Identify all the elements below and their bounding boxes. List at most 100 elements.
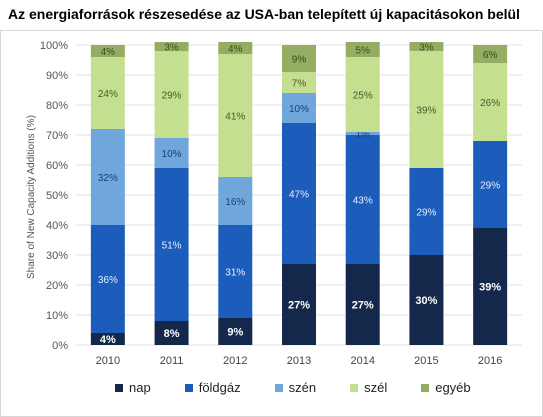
data-label: 30%: [415, 295, 437, 307]
data-label: 8%: [164, 328, 180, 340]
data-label: 47%: [289, 190, 309, 201]
bar-segment-földgáz: [218, 225, 253, 318]
bar-segment-földgáz: [282, 123, 316, 264]
data-label: 10%: [289, 104, 309, 115]
legend-item-egyéb: egyéb: [421, 380, 471, 395]
x-tick-label: 2016: [478, 355, 502, 367]
y-tick-label: 80%: [46, 100, 68, 112]
y-tick-label: 70%: [46, 130, 68, 142]
bar-segment-szél: [409, 51, 444, 168]
data-label: 10%: [162, 149, 182, 160]
data-label: 32%: [98, 173, 118, 184]
legend-swatch: [350, 383, 359, 392]
data-label: 3%: [164, 43, 179, 54]
bar-segment-földgáz: [90, 225, 125, 333]
bar-segment-egyéb: [154, 42, 189, 51]
bar-segment-szén: [282, 93, 316, 123]
legend-item-földgáz: földgáz: [184, 380, 241, 395]
data-label: 27%: [288, 300, 310, 312]
x-tick-label: 2014: [350, 355, 374, 367]
x-tick-label: 2011: [160, 355, 184, 367]
y-axis-ticks: 0% 10% 20% 30% 40% 50% 60% 70% 80% 90% 100%: [40, 40, 68, 352]
legend-swatch: [184, 383, 193, 392]
data-label: 1%: [355, 130, 370, 141]
bar-segment-földgáz: [345, 135, 380, 264]
x-tick-label: 2010: [96, 355, 120, 367]
data-label: 24%: [98, 89, 118, 100]
data-label: 39%: [479, 282, 501, 294]
bar-segment-egyéb: [409, 42, 444, 51]
bars: 4% 36% 32% 24% 4% 8% 51% 10% 29% 3% 9% 31% 16% 41% 4% 2…: [90, 42, 508, 346]
data-label: 36%: [98, 275, 118, 286]
legend-label: szél: [364, 380, 388, 395]
data-label: 9%: [292, 55, 307, 66]
data-label: 16%: [225, 197, 245, 208]
legend-swatch: [274, 383, 283, 392]
data-label: 41%: [225, 112, 245, 123]
y-tick-label: 30%: [46, 250, 68, 262]
data-label: 4%: [101, 47, 116, 58]
x-tick-label: 2012: [223, 355, 247, 367]
x-axis-ticks: 2010 2011 2012 2013 2014 2015 2016: [96, 355, 503, 367]
bar-segment-egyéb: [345, 42, 380, 57]
bar-segment-földgáz: [473, 141, 508, 228]
legend-label: egyéb: [435, 380, 471, 395]
legend: nap földgáz szén szél egyéb: [115, 380, 505, 395]
y-tick-label: 40%: [46, 220, 68, 232]
x-tick-label: 2013: [287, 355, 311, 367]
legend-item-nap: nap: [115, 380, 151, 395]
bar-segment-földgáz: [409, 168, 444, 255]
data-label: 9%: [227, 327, 243, 339]
bar-segment-szél: [218, 54, 253, 177]
bar-segment-szén: [218, 177, 253, 225]
legend-label: földgáz: [198, 380, 241, 395]
bar-segment-szél: [282, 72, 316, 93]
legend-label: szén: [288, 380, 317, 395]
bar-segment-szél: [345, 57, 380, 132]
data-label: 4%: [228, 44, 243, 55]
bar-segment-egyéb: [218, 42, 253, 54]
bar-segment-nap: [409, 255, 444, 345]
bar-segment-egyéb: [473, 45, 508, 63]
bar-segment-nap: [218, 318, 253, 345]
data-label: 26%: [480, 98, 500, 109]
data-label: 7%: [292, 79, 307, 90]
bar-segment-földgáz: [154, 168, 189, 321]
y-tick-label: 100%: [40, 40, 68, 52]
y-tick-label: 20%: [46, 280, 68, 292]
bar-segment-szél: [154, 51, 189, 138]
y-tick-label: 90%: [46, 70, 68, 82]
data-label: 6%: [483, 50, 498, 61]
data-label: 43%: [353, 196, 373, 207]
data-label: 4%: [100, 334, 116, 346]
legend-swatch: [115, 383, 123, 392]
data-label: 29%: [480, 181, 500, 192]
legend-label: nap: [129, 380, 151, 395]
legend-item-szén: szén: [274, 380, 317, 395]
data-label: 51%: [162, 241, 182, 252]
data-label: 27%: [352, 300, 374, 312]
data-label: 25%: [353, 91, 373, 102]
bar-segment-szél: [473, 63, 508, 141]
bar-segment-nap: [90, 333, 125, 345]
bar-segment-egyéb: [90, 45, 125, 57]
data-label: 29%: [416, 208, 436, 219]
bar-segment-szél: [90, 57, 125, 129]
y-tick-label: 0%: [52, 340, 68, 352]
bar-segment-szén: [154, 138, 189, 168]
bar-segment-egyéb: [282, 45, 316, 72]
y-tick-label: 60%: [46, 160, 68, 172]
bar-segment-nap: [345, 264, 380, 345]
data-label: 39%: [416, 106, 436, 117]
bar-segment-nap: [473, 228, 508, 345]
data-label: 5%: [355, 46, 370, 57]
legend-item-szél: szél: [350, 380, 387, 395]
bar-segment-nap: [282, 264, 316, 345]
y-tick-label: 50%: [46, 190, 68, 202]
chart-title: Az energiaforrások részesedése az USA-ba…: [8, 6, 520, 22]
x-tick-label: 2015: [414, 355, 438, 367]
data-label: 29%: [162, 91, 182, 102]
legend-swatch: [421, 383, 430, 392]
bar-segment-szén: [90, 129, 125, 225]
